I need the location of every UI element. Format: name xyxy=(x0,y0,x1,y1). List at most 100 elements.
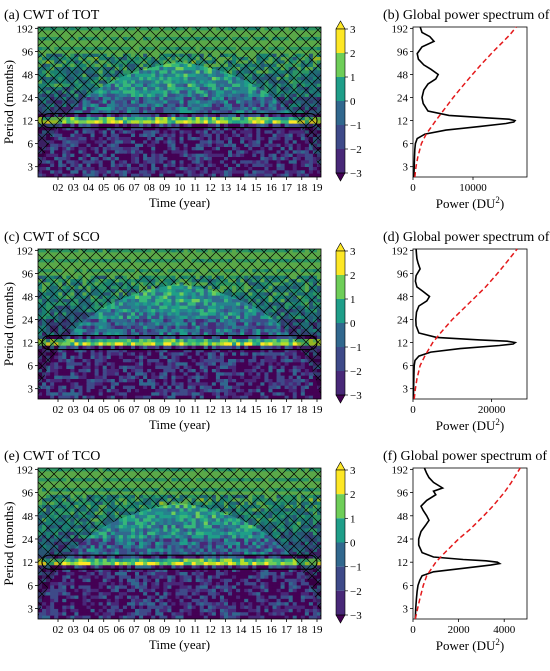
heatmap-cell xyxy=(163,315,168,320)
heatmap-cell xyxy=(90,143,96,148)
heatmap-cell xyxy=(167,63,173,68)
heatmap-cell xyxy=(135,319,140,323)
heatmap-cell xyxy=(175,137,181,141)
heatmap-cell xyxy=(175,299,181,303)
heatmap-cell xyxy=(114,312,120,317)
heatmap-cell xyxy=(50,167,55,171)
heatmap-cell xyxy=(155,97,160,101)
heatmap-cell xyxy=(191,322,197,327)
heatmap-cell xyxy=(272,160,278,165)
heatmap-cell xyxy=(260,103,265,108)
heatmap-cell xyxy=(139,329,144,333)
heatmap-cell xyxy=(74,143,80,148)
heatmap-cell xyxy=(260,127,265,131)
heatmap-cell xyxy=(228,123,233,128)
heatmap-cell xyxy=(268,107,274,111)
heatmap-cell xyxy=(114,80,120,85)
heatmap-cell xyxy=(147,319,152,323)
heatmap-cell xyxy=(130,329,136,333)
heatmap-cell xyxy=(66,140,71,145)
heatmap-cell xyxy=(167,325,173,330)
heatmap-cell xyxy=(82,143,88,148)
heatmap-cell xyxy=(223,153,229,158)
heatmap-cell xyxy=(288,120,294,125)
heatmap-cell xyxy=(183,93,189,98)
heatmap-cell xyxy=(223,329,229,333)
heatmap-cell xyxy=(78,140,84,145)
heatmap-cell xyxy=(240,325,245,330)
heatmap-cell xyxy=(50,170,55,175)
heatmap-cell xyxy=(130,137,136,141)
heatmap-cell xyxy=(256,123,261,128)
heatmap-cell xyxy=(86,137,92,141)
heatmap-cell xyxy=(151,153,156,158)
heatmap-cell xyxy=(135,110,140,115)
heatmap-cell xyxy=(215,143,221,148)
heatmap-cell xyxy=(143,325,148,330)
heatmap-cell xyxy=(183,289,189,293)
heatmap-cell xyxy=(114,97,120,101)
heatmap-cell xyxy=(179,173,185,177)
heatmap-cell xyxy=(187,117,193,121)
heatmap-cell xyxy=(252,163,257,168)
heatmap-cell xyxy=(86,150,92,155)
heatmap-cell xyxy=(191,63,197,68)
heatmap-cell xyxy=(223,77,229,81)
heatmap-cell xyxy=(163,117,168,121)
heatmap-cell xyxy=(256,87,261,91)
heatmap-cell xyxy=(155,127,160,131)
heatmap-cell xyxy=(54,137,59,141)
heatmap-cell xyxy=(203,173,209,177)
heatmap-cell xyxy=(110,100,116,105)
heatmap-cell xyxy=(219,140,225,145)
heatmap-cell xyxy=(256,322,261,327)
heatmap-cell xyxy=(284,110,290,115)
heatmap-cell xyxy=(207,147,213,151)
heatmap-cell xyxy=(268,100,274,105)
heatmap-cell xyxy=(183,70,189,75)
heatmap-cell xyxy=(252,143,257,148)
heatmap-cell xyxy=(114,299,120,303)
heatmap-cell xyxy=(207,123,213,128)
heatmap-cell xyxy=(203,127,209,131)
heatmap-cell xyxy=(171,322,177,327)
heatmap-cell xyxy=(191,285,197,290)
heatmap-cell xyxy=(102,83,108,88)
heatmap-cell xyxy=(195,329,201,333)
heatmap-cell xyxy=(86,97,92,101)
heatmap-cell xyxy=(74,113,80,118)
heatmap-cell xyxy=(171,312,177,317)
heatmap-cell xyxy=(240,140,245,145)
heatmap-cell xyxy=(122,167,128,171)
heatmap-cell xyxy=(187,130,193,135)
heatmap-cell xyxy=(78,103,84,108)
heatmap-cell xyxy=(94,160,100,165)
heatmap-cell xyxy=(244,103,249,108)
heatmap-cell xyxy=(114,100,120,105)
heatmap-cell xyxy=(102,167,108,171)
heatmap-cell xyxy=(183,170,189,175)
heatmap-cell xyxy=(215,70,221,75)
heatmap-cell xyxy=(102,93,108,98)
heatmap-cell xyxy=(175,312,181,317)
heatmap-cell xyxy=(240,305,245,310)
heatmap-cell xyxy=(223,113,229,118)
heatmap-cell xyxy=(102,137,108,141)
heatmap-cell xyxy=(215,90,221,95)
heatmap-cell xyxy=(143,163,148,168)
heatmap-cell xyxy=(98,143,104,148)
heatmap-cell xyxy=(199,137,205,141)
heatmap-cell xyxy=(78,163,84,168)
heatmap-cell xyxy=(135,167,140,171)
heatmap-cell xyxy=(151,295,156,300)
heatmap-cell xyxy=(268,173,274,177)
heatmap-cell xyxy=(312,173,318,177)
heatmap-cell xyxy=(256,93,261,98)
heatmap-cell xyxy=(163,137,168,141)
heatmap-cell xyxy=(308,150,314,155)
heatmap-cell xyxy=(280,120,286,125)
heatmap-cell xyxy=(86,107,92,111)
heatmap-cell xyxy=(195,299,201,303)
heatmap-cell xyxy=(288,167,294,171)
heatmap-cell xyxy=(207,325,213,330)
